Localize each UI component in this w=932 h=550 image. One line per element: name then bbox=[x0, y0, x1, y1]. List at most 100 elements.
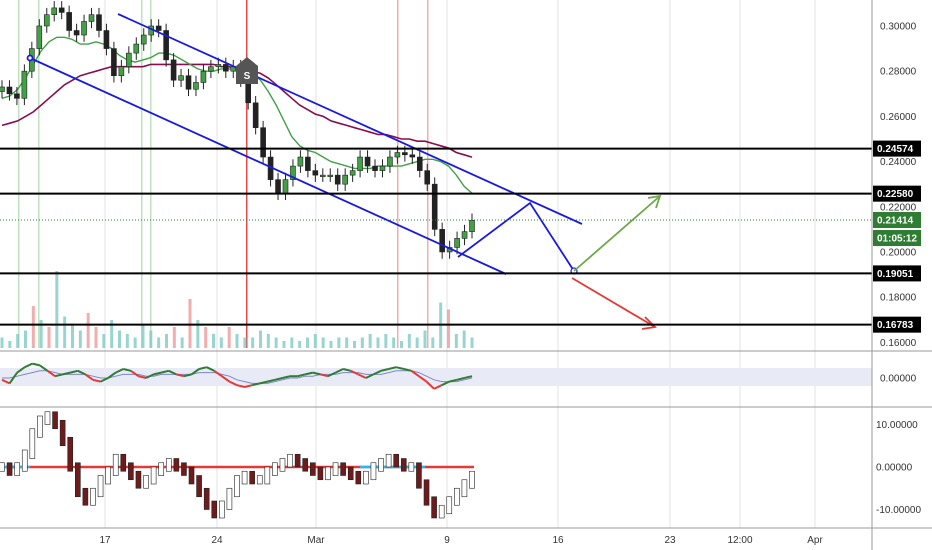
oscillator-1-segment bbox=[251, 382, 260, 387]
oscillator-1-segment bbox=[274, 377, 283, 381]
last-price-badge: 0.21414 01:05:12 bbox=[873, 212, 921, 247]
oscillator-1-segment bbox=[425, 380, 435, 390]
candle-body bbox=[58, 7, 65, 13]
horizontal-levels[interactable] bbox=[0, 147, 872, 326]
price-tick: 0.30000 bbox=[880, 21, 917, 32]
oscillator-2-bar bbox=[44, 411, 51, 425]
candle-body bbox=[223, 64, 229, 72]
oscillator-1-segment bbox=[464, 375, 473, 379]
candle-body bbox=[14, 93, 20, 99]
oscillator-2-bar bbox=[112, 453, 119, 476]
oscillator-1-segment bbox=[228, 380, 238, 387]
highlight-bands bbox=[18, 0, 429, 348]
oscillator-1-segment bbox=[24, 362, 33, 369]
price-axis: 0.30000 0.28000 0.26000 0.24000 0.22000 0.200… bbox=[880, 21, 917, 348]
price-tick: 0.26000 bbox=[880, 112, 917, 123]
volume-bar bbox=[447, 309, 450, 348]
volume-bar bbox=[337, 337, 341, 348]
oscillator-2-bars bbox=[0, 411, 475, 519]
bullish-arrow[interactable] bbox=[573, 194, 662, 272]
oscillator-2-bar bbox=[249, 470, 255, 485]
candle-body bbox=[51, 7, 58, 15]
volume-bar bbox=[470, 337, 474, 348]
oscillator-2-bar bbox=[454, 487, 460, 506]
volume-bar bbox=[149, 330, 153, 348]
candle-body bbox=[126, 52, 132, 67]
level-label: 0.19051 bbox=[877, 269, 914, 280]
oscillator-2-bar bbox=[279, 458, 286, 472]
oscillator-2-bar bbox=[59, 419, 66, 447]
oscillator-2-axis: 10.00000 0.00000 -10.00000 bbox=[876, 420, 921, 516]
oscillator-1-segment bbox=[84, 373, 94, 381]
volume-bar bbox=[172, 327, 176, 348]
sell-signal-marker[interactable]: S bbox=[236, 57, 258, 84]
volume-bar bbox=[16, 334, 20, 348]
oscillator-2-tick: 0.00000 bbox=[876, 463, 913, 474]
candle-body bbox=[387, 156, 393, 167]
volume-bar bbox=[306, 337, 309, 348]
trend-channel[interactable] bbox=[26, 13, 583, 275]
oscillator-1-segment bbox=[62, 371, 71, 376]
oscillator-2-bar bbox=[158, 462, 164, 476]
projection-path[interactable] bbox=[457, 201, 575, 272]
oscillator-1-segment bbox=[441, 380, 450, 387]
volume-bar bbox=[188, 299, 192, 348]
oscillator-1-segment bbox=[357, 373, 367, 379]
oscillator-2-bar bbox=[370, 462, 377, 481]
oscillator-2-tick: 10.00000 bbox=[876, 420, 918, 431]
bearish-arrow[interactable] bbox=[571, 277, 657, 330]
candle-body bbox=[96, 14, 102, 31]
channel-anchor bbox=[26, 54, 34, 62]
oscillator-1-segment bbox=[46, 369, 56, 378]
volume-bar bbox=[423, 330, 427, 348]
volume-bar bbox=[353, 341, 356, 348]
oscillator-2-bar bbox=[219, 500, 225, 519]
candle-body bbox=[357, 156, 363, 171]
candle-body bbox=[342, 174, 348, 185]
volume-bar bbox=[125, 334, 129, 348]
volume-bar bbox=[86, 313, 90, 348]
oscillator-1-tick: 0.00000 bbox=[880, 374, 917, 385]
oscillator-1-segment bbox=[168, 369, 177, 376]
oscillator-1-segment bbox=[92, 378, 101, 383]
oscillator-1-segment bbox=[138, 375, 147, 379]
volume-bar bbox=[102, 334, 106, 348]
oscillator-2-bar bbox=[29, 428, 36, 459]
oscillator-2-bar bbox=[461, 479, 468, 498]
candle-body bbox=[155, 25, 162, 31]
oscillator-2-bar bbox=[234, 475, 240, 498]
time-tick: 9 bbox=[444, 535, 450, 546]
oscillator-1-line bbox=[1, 362, 473, 390]
candle-body bbox=[43, 14, 50, 27]
candle-body bbox=[103, 30, 110, 49]
oscillator-1-segment bbox=[16, 366, 26, 374]
channel-lower bbox=[29, 57, 507, 275]
oscillator-2-bar bbox=[82, 487, 89, 506]
candle-body bbox=[290, 165, 296, 180]
volume-bar bbox=[141, 323, 145, 348]
oscillator-1-segment bbox=[297, 373, 306, 378]
volume-bar bbox=[39, 320, 43, 348]
oscillator-1-segment bbox=[1, 378, 11, 385]
oscillator-2-bar bbox=[128, 462, 134, 481]
oscillator-1-segment bbox=[403, 368, 412, 372]
candle-body bbox=[372, 165, 378, 171]
volume-bar bbox=[321, 337, 325, 348]
oscillator-1-segment bbox=[198, 366, 207, 370]
candle-body bbox=[282, 179, 289, 194]
volume-bar bbox=[329, 341, 333, 348]
volume-bar bbox=[462, 330, 466, 348]
oscillator-1-segment bbox=[69, 369, 79, 374]
oscillator-2-bar bbox=[272, 462, 278, 476]
oscillator-1-segment bbox=[153, 371, 162, 376]
oscillator-2-bar bbox=[438, 504, 445, 519]
candle-body bbox=[178, 75, 184, 81]
oscillator-1-segment bbox=[327, 371, 336, 378]
price-tick: 0.18000 bbox=[880, 293, 917, 304]
oscillator-2-bar bbox=[294, 453, 301, 468]
oscillator-2-bar bbox=[446, 496, 453, 515]
oscillator-2-bar bbox=[181, 462, 187, 476]
oscillator-2-bar bbox=[287, 453, 293, 468]
volume-bar bbox=[282, 341, 286, 348]
